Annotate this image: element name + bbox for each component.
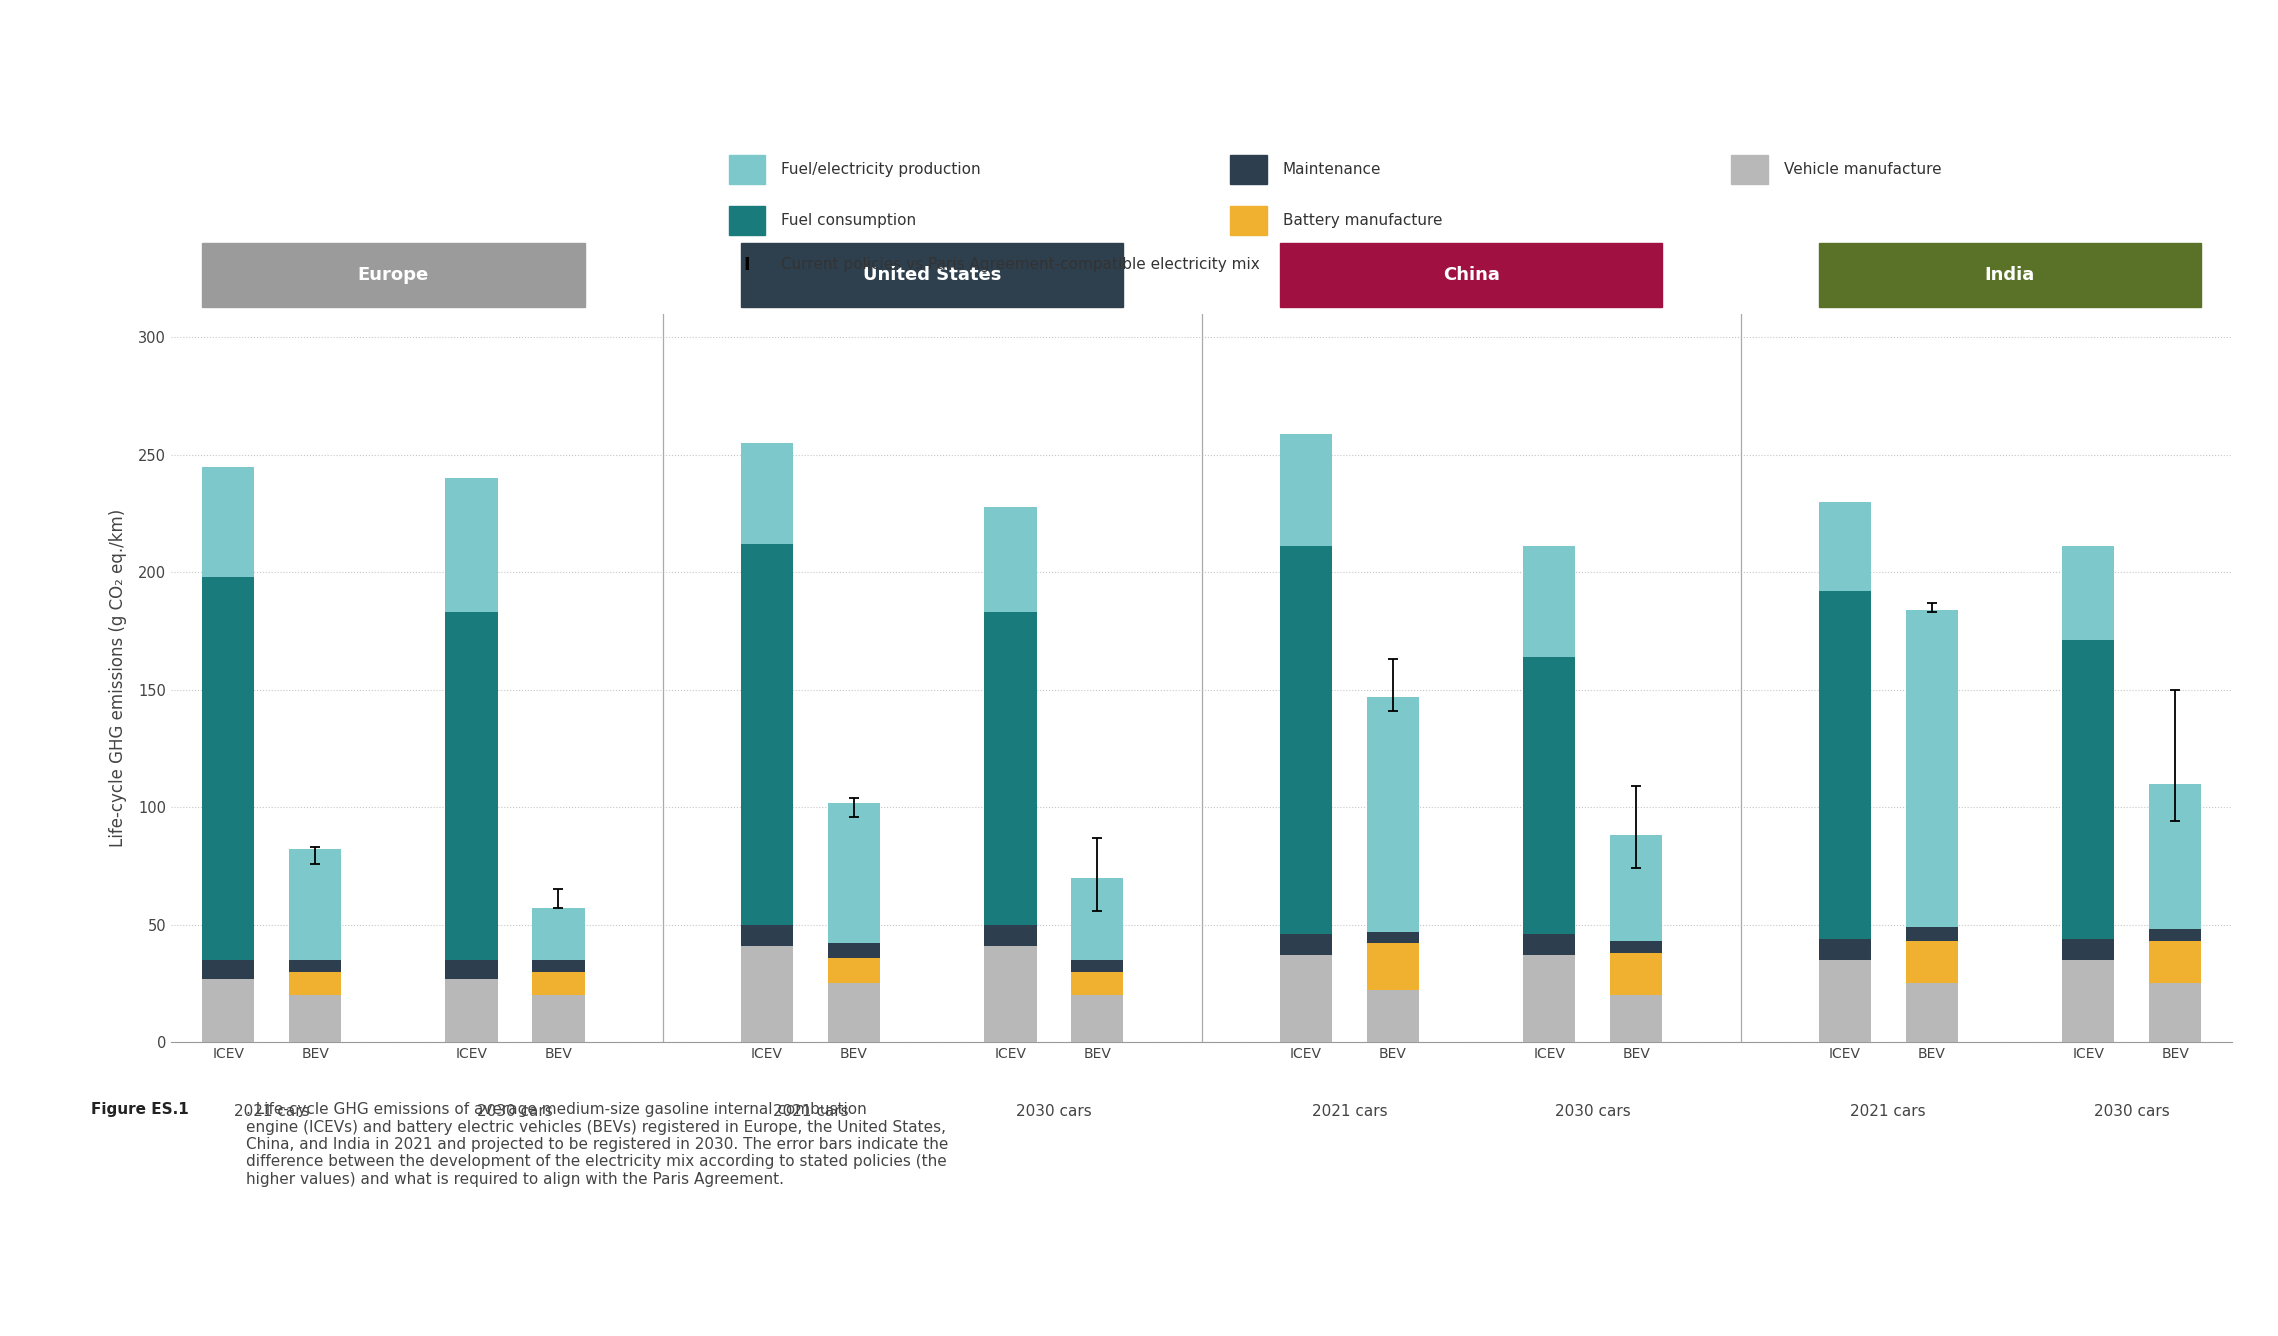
Bar bbox=[446, 979, 497, 1042]
Bar bbox=[1907, 611, 1957, 927]
Bar bbox=[984, 946, 1036, 1042]
Bar bbox=[740, 544, 793, 925]
Text: 2030 cars: 2030 cars bbox=[476, 1104, 554, 1120]
Bar bbox=[1524, 934, 1576, 955]
Bar bbox=[289, 850, 342, 959]
Y-axis label: Life-cycle GHG emissions (g CO₂ eq./km): Life-cycle GHG emissions (g CO₂ eq./km) bbox=[109, 509, 128, 847]
Bar bbox=[827, 803, 879, 943]
Text: Current policies vs Paris Agreement-compatible electricity mix: Current policies vs Paris Agreement-comp… bbox=[781, 257, 1260, 273]
Bar bbox=[203, 959, 255, 979]
Text: I: I bbox=[745, 255, 749, 274]
Bar bbox=[827, 958, 879, 983]
Bar bbox=[289, 995, 342, 1042]
Bar bbox=[446, 959, 497, 979]
Bar bbox=[827, 983, 879, 1042]
Bar bbox=[533, 971, 585, 995]
Bar bbox=[446, 478, 497, 612]
Bar bbox=[1524, 546, 1576, 657]
Bar bbox=[1280, 955, 1333, 1042]
Bar bbox=[984, 612, 1036, 925]
Text: Battery manufacture: Battery manufacture bbox=[1283, 212, 1442, 228]
Bar bbox=[1367, 943, 1419, 990]
Bar bbox=[2148, 941, 2201, 983]
Bar bbox=[2062, 546, 2114, 640]
Text: 2021 cars: 2021 cars bbox=[1312, 1104, 1387, 1120]
Bar bbox=[1071, 959, 1123, 971]
Bar bbox=[1367, 990, 1419, 1042]
Bar bbox=[2148, 983, 2201, 1042]
Text: . Life-cycle GHG emissions of average medium-size gasoline internal combustion
e: . Life-cycle GHG emissions of average me… bbox=[246, 1102, 948, 1186]
Bar bbox=[2062, 939, 2114, 959]
Bar bbox=[1611, 835, 1663, 941]
Bar bbox=[1611, 953, 1663, 995]
Bar bbox=[533, 908, 585, 959]
Text: Europe: Europe bbox=[358, 266, 428, 285]
Text: Vehicle manufacture: Vehicle manufacture bbox=[1784, 162, 1941, 178]
Bar bbox=[446, 612, 497, 959]
Bar bbox=[1818, 502, 1870, 591]
Bar bbox=[740, 925, 793, 946]
Bar bbox=[1524, 657, 1576, 934]
Bar bbox=[827, 943, 879, 958]
Bar bbox=[533, 959, 585, 971]
Text: United States: United States bbox=[863, 266, 1002, 285]
Bar bbox=[1907, 983, 1957, 1042]
Bar bbox=[740, 444, 793, 544]
Text: 2030 cars: 2030 cars bbox=[1556, 1104, 1631, 1120]
Text: 2021 cars: 2021 cars bbox=[235, 1104, 310, 1120]
Bar bbox=[984, 506, 1036, 612]
Bar bbox=[1611, 941, 1663, 953]
Bar bbox=[1367, 931, 1419, 943]
Text: Fuel consumption: Fuel consumption bbox=[781, 212, 916, 228]
Bar bbox=[1524, 955, 1576, 1042]
Bar bbox=[289, 959, 342, 971]
Text: 2021 cars: 2021 cars bbox=[1850, 1104, 1927, 1120]
Bar bbox=[1611, 995, 1663, 1042]
Bar bbox=[1071, 995, 1123, 1042]
Bar bbox=[1818, 959, 1870, 1042]
Bar bbox=[533, 995, 585, 1042]
Bar bbox=[1280, 434, 1333, 546]
Bar bbox=[1280, 546, 1333, 934]
Bar bbox=[1907, 941, 1957, 983]
Text: 2030 cars: 2030 cars bbox=[2093, 1104, 2169, 1120]
Text: China: China bbox=[1442, 266, 1499, 285]
Bar bbox=[203, 979, 255, 1042]
Bar bbox=[1280, 934, 1333, 955]
Bar bbox=[1818, 591, 1870, 939]
Text: 2021 cars: 2021 cars bbox=[772, 1104, 847, 1120]
Bar bbox=[2148, 784, 2201, 930]
Bar bbox=[740, 946, 793, 1042]
Bar bbox=[203, 466, 255, 577]
Bar bbox=[2062, 959, 2114, 1042]
Bar bbox=[2062, 640, 2114, 939]
Bar bbox=[1907, 927, 1957, 941]
Bar bbox=[203, 577, 255, 959]
Text: Fuel/electricity production: Fuel/electricity production bbox=[781, 162, 982, 178]
Bar bbox=[2148, 930, 2201, 941]
Bar bbox=[984, 925, 1036, 946]
Text: Figure ES.1: Figure ES.1 bbox=[91, 1102, 189, 1117]
Bar bbox=[1818, 939, 1870, 959]
Bar bbox=[1367, 697, 1419, 931]
Bar bbox=[289, 971, 342, 995]
Text: 2030 cars: 2030 cars bbox=[1016, 1104, 1091, 1120]
Bar bbox=[1071, 971, 1123, 995]
Bar bbox=[1071, 878, 1123, 959]
Text: Maintenance: Maintenance bbox=[1283, 162, 1380, 178]
Text: India: India bbox=[1984, 266, 2034, 285]
